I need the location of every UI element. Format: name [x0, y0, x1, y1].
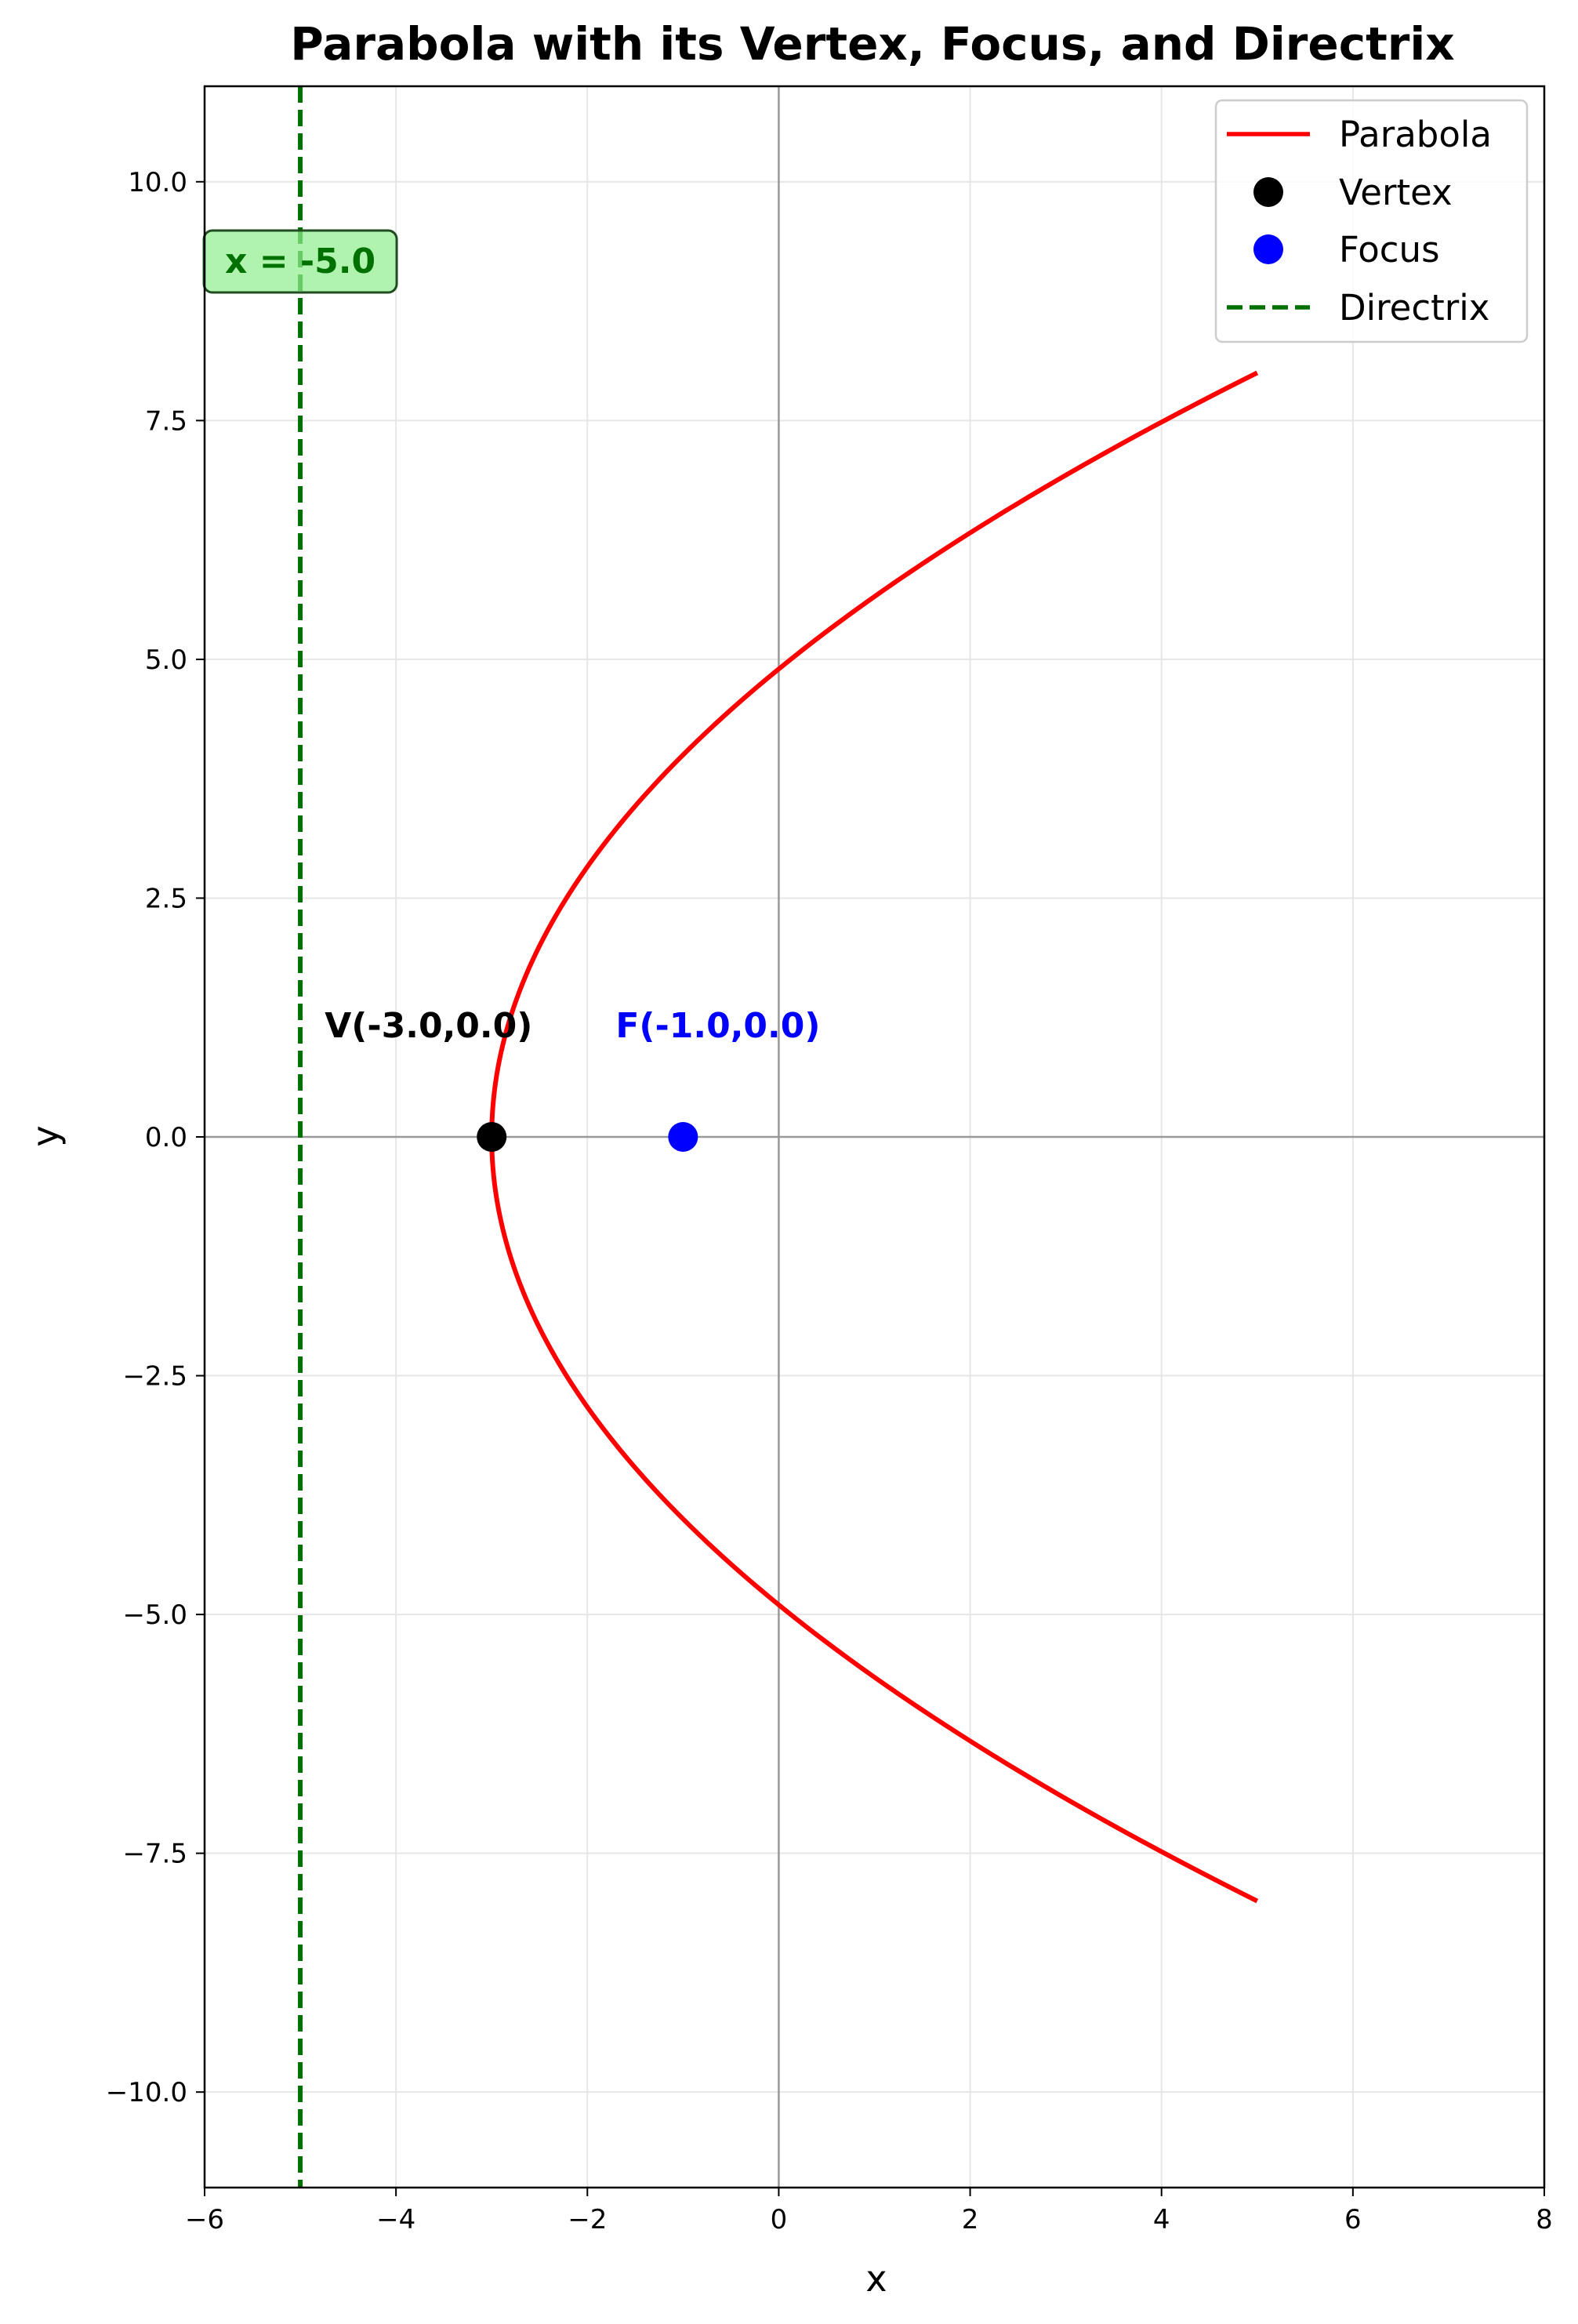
zero-axes	[205, 86, 1544, 2188]
legend-directrix-label: Directrix	[1339, 287, 1489, 329]
y-tick-label: 0.0	[145, 1122, 187, 1153]
x-tick-label: 6	[1344, 2204, 1362, 2235]
legend-vertex-swatch	[1253, 177, 1283, 207]
directrix-label: x = -5.0	[225, 241, 375, 281]
y-tick-label: 5.0	[145, 645, 187, 676]
y-tick-label: −2.5	[122, 1361, 187, 1393]
vertex-point	[477, 1122, 507, 1152]
y-axis-label: y	[24, 1125, 67, 1146]
y-ticks: −10.0 −7.5 −5.0 −2.5 0.0 2.5 5.0 7.5 10.0	[106, 167, 205, 2108]
x-ticks: −6 −4 −2 0 2 4 6 8	[185, 2188, 1553, 2235]
x-tick-label: 0	[771, 2204, 788, 2235]
y-tick-label: 7.5	[145, 405, 187, 437]
x-tick-label: −2	[568, 2204, 607, 2235]
legend-focus-swatch	[1253, 234, 1283, 264]
x-axis-label: x	[865, 2257, 887, 2300]
legend: Parabola Vertex Focus Directrix	[1214, 99, 1529, 343]
legend-box	[1214, 99, 1529, 343]
focus-label: F(-1.0,0.0)	[615, 1006, 820, 1046]
chart-title: Parabola with its Vertex, Focus, and Dir…	[290, 17, 1454, 71]
annotations: V(-3.0,0.0) F(-1.0,0.0) x = -5.0	[202, 229, 821, 1046]
x-tick-label: −4	[376, 2204, 415, 2235]
y-tick-label: −7.5	[122, 1839, 187, 1870]
legend-vertex-label: Vertex	[1339, 172, 1453, 213]
legend-parabola-label: Parabola	[1339, 114, 1492, 155]
y-tick-label: −10.0	[106, 2077, 187, 2108]
focus-point	[668, 1122, 698, 1152]
x-tick-label: 8	[1536, 2204, 1553, 2235]
y-tick-label: 2.5	[145, 883, 187, 914]
points	[477, 1122, 698, 1152]
x-tick-label: 2	[962, 2204, 979, 2235]
vertex-label: V(-3.0,0.0)	[325, 1006, 532, 1046]
x-tick-label: 4	[1153, 2204, 1170, 2235]
y-tick-label: 10.0	[128, 167, 187, 198]
x-tick-label: −6	[185, 2204, 224, 2235]
y-tick-label: −5.0	[122, 1600, 187, 1631]
legend-focus-label: Focus	[1339, 229, 1440, 271]
